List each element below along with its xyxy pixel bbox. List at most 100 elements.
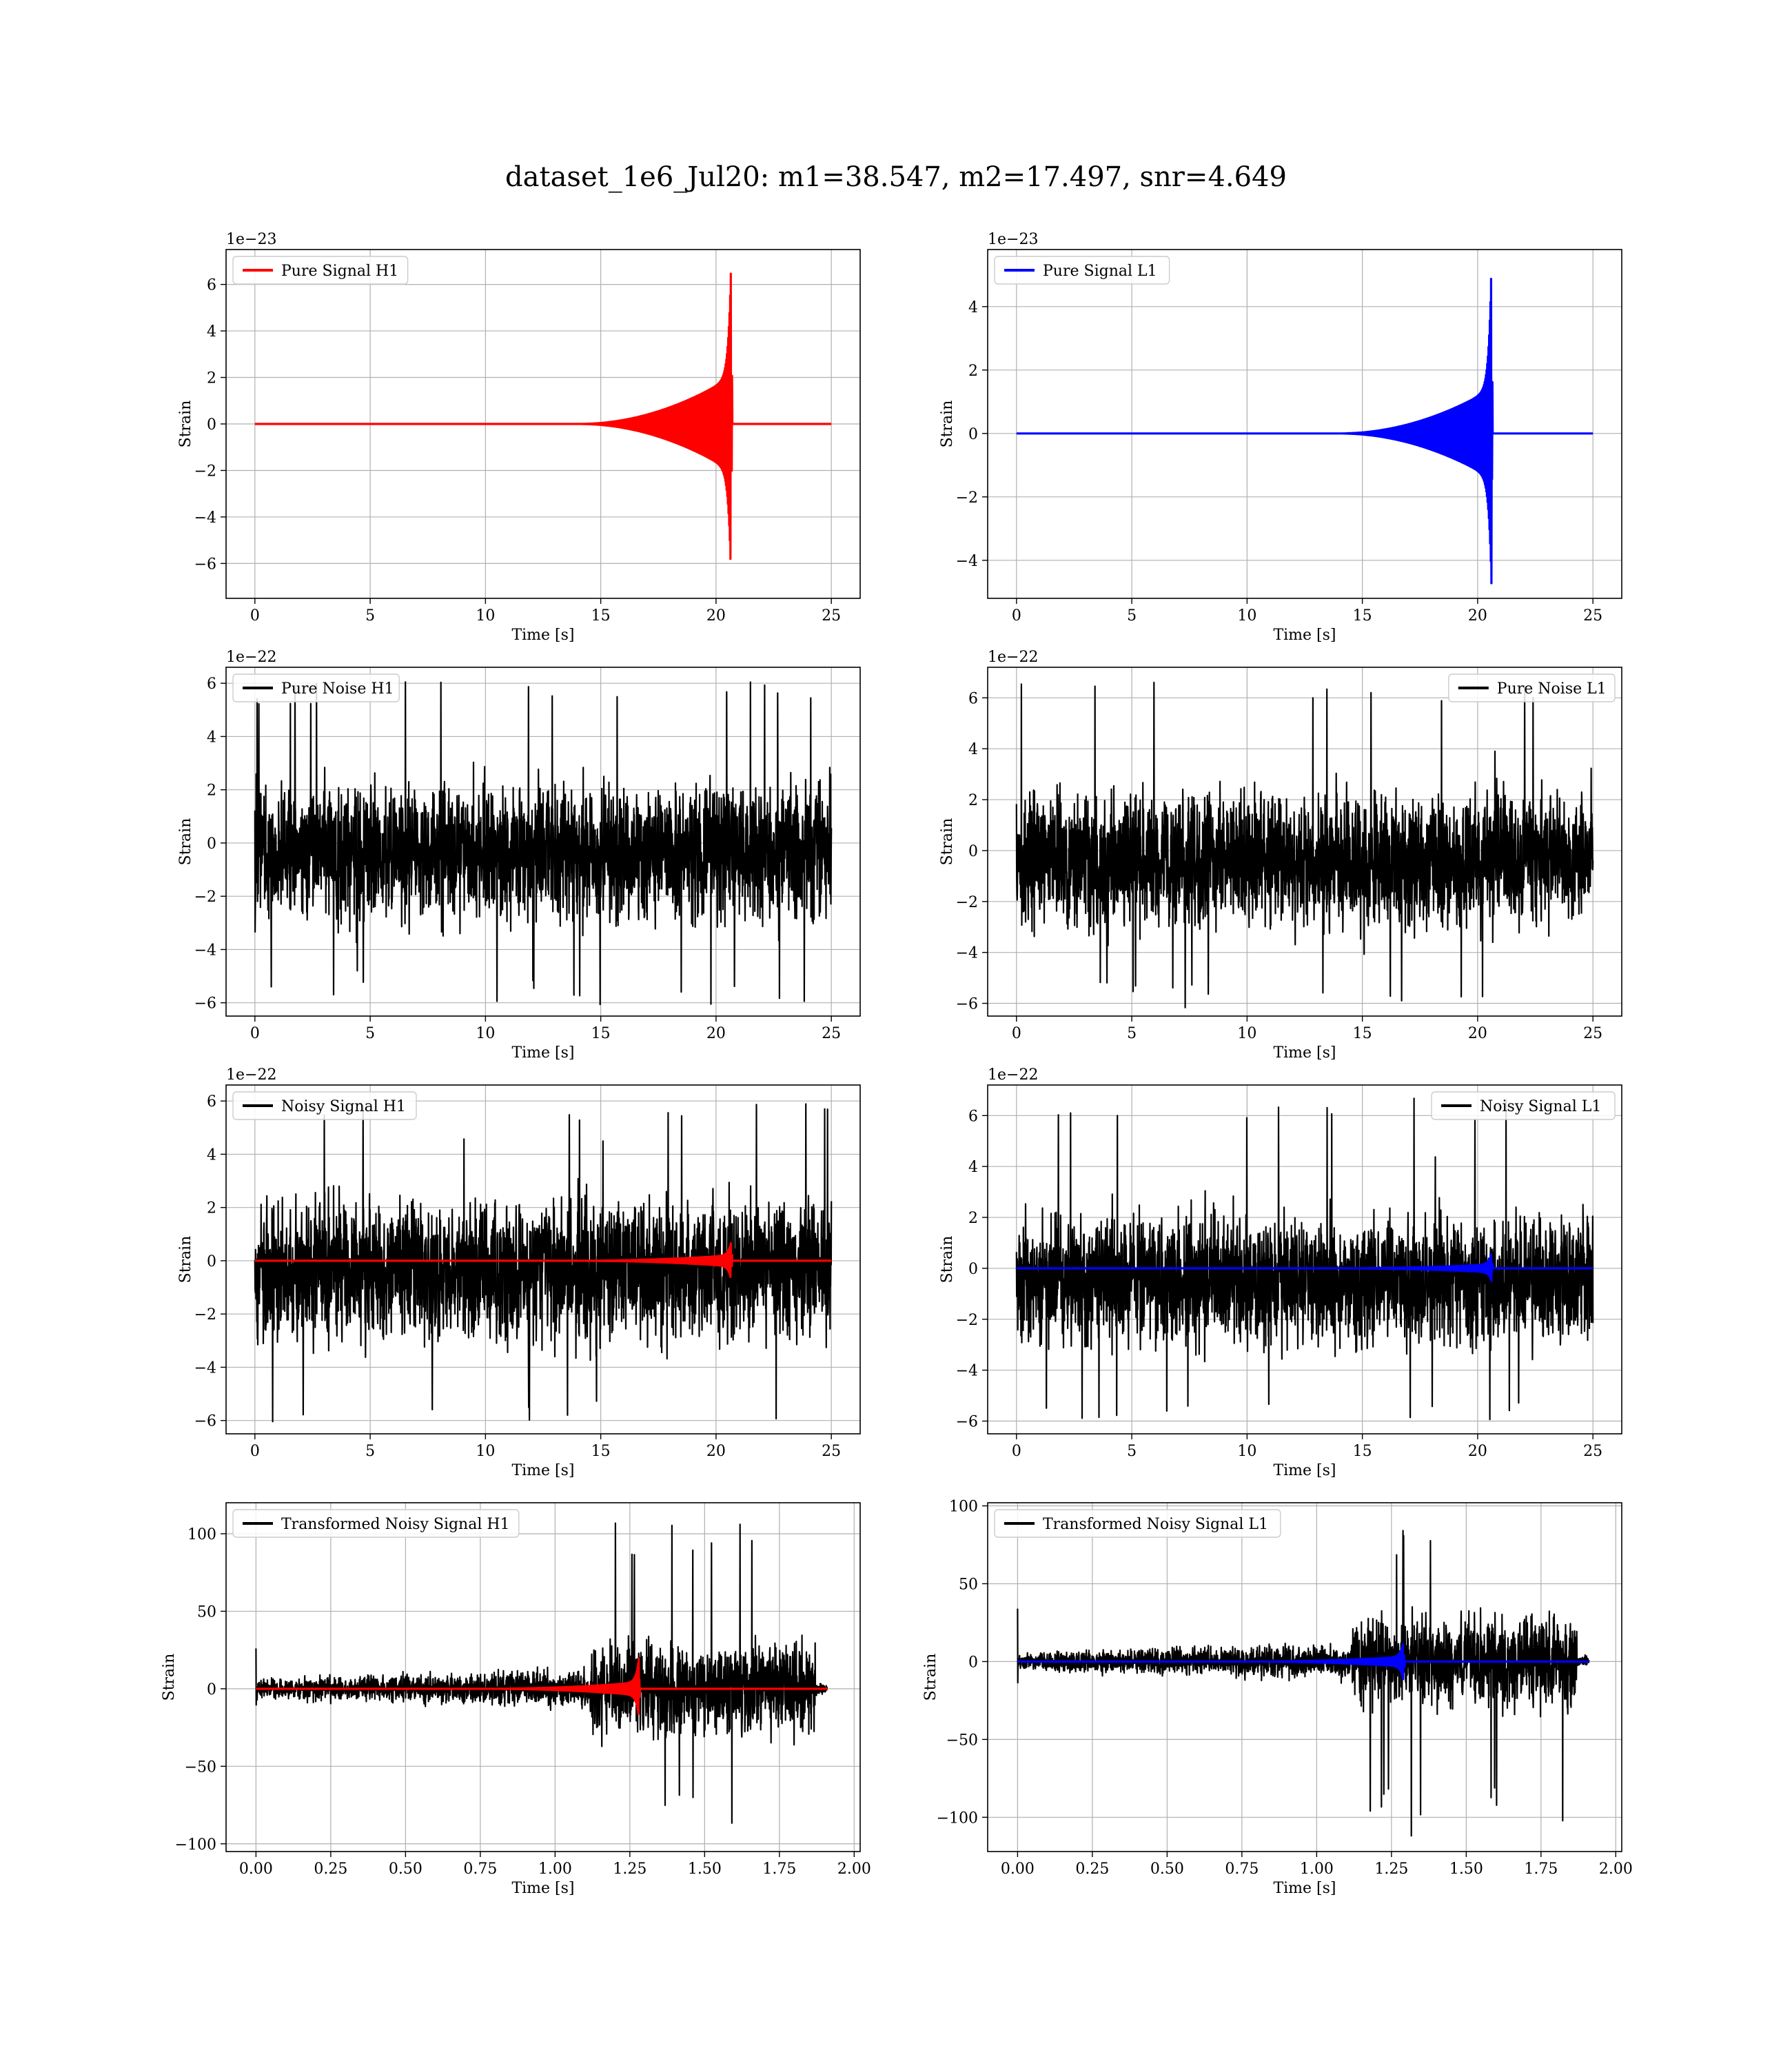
legend-box [994, 256, 1170, 285]
y-tick-label: −6 [194, 556, 216, 573]
x-tick-label: 0 [250, 1025, 260, 1042]
y-axis-label: Strain [177, 818, 194, 866]
series-line-overlay-1 [255, 1657, 828, 1715]
x-tick-label: 2.00 [837, 1861, 871, 1878]
x-axis-label: Time [s] [511, 1880, 574, 1897]
axes-frame [987, 667, 1622, 1017]
x-tick-label: 1.50 [688, 1861, 722, 1878]
y-tick-label: 0 [968, 843, 978, 860]
x-tick-label: 25 [822, 607, 841, 625]
legend-label: Noisy Signal H1 [281, 1098, 406, 1115]
x-tick-label: 5 [1127, 1443, 1137, 1460]
subplot-pure-noise-l1: 0 5 10 15 20 25 −6 −4 −2 0 2 4 6 Time [s] Strain 1e−22 P… [939, 649, 1622, 1062]
subplot-pure-signal-h1: 0 5 10 15 20 25 −6 −4 −2 0 2 4 6 Time [s] Strain 1e−23 P… [177, 231, 861, 644]
x-axis-label: Time [s] [1273, 1880, 1336, 1897]
y-tick-label: 2 [968, 792, 978, 809]
y-tick-label: −50 [185, 1758, 216, 1776]
y-tick-label: 6 [207, 676, 216, 693]
y-tick-label: 6 [968, 1108, 978, 1125]
x-tick-label: 1.50 [1449, 1861, 1483, 1878]
y-axis-label: Strain [939, 401, 956, 448]
y-offset-text: 1e−22 [988, 649, 1038, 666]
y-tick-label: 0 [207, 416, 216, 434]
y-tick-label: −4 [194, 509, 216, 527]
y-tick-label: 50 [197, 1603, 216, 1621]
legend-label: Noisy Signal L1 [1480, 1098, 1601, 1115]
y-tick-label: 6 [968, 690, 978, 707]
y-tick-label: 2 [207, 370, 216, 387]
y-axis-label: Strain [161, 1654, 178, 1701]
y-tick-label: −6 [194, 1413, 216, 1430]
y-offset-text: 1e−22 [988, 1066, 1038, 1084]
legend: Noisy Signal H1 [232, 1091, 417, 1120]
x-tick-label: 0.00 [239, 1861, 273, 1878]
x-tick-label: 25 [822, 1025, 841, 1042]
y-tick-label: 0 [968, 1261, 978, 1278]
series-line-overlay-1 [254, 1242, 833, 1278]
legend-label: Pure Noise L1 [1497, 680, 1607, 698]
x-tick-label: 15 [591, 607, 611, 625]
y-tick-label: −6 [194, 995, 216, 1013]
legend-box [232, 256, 409, 285]
legend-box [232, 673, 400, 702]
y-tick-label: −2 [956, 894, 978, 911]
y-tick-label: 0 [968, 1654, 978, 1671]
x-axis-label: Time [s] [511, 627, 574, 644]
figure-title: dataset_1e6_Jul20: m1=38.547, m2=17.497,… [505, 161, 1287, 193]
x-tick-label: 10 [476, 1025, 495, 1042]
x-tick-label: 10 [1237, 607, 1256, 625]
x-tick-label: 1.00 [538, 1861, 572, 1878]
y-tick-label: 50 [959, 1576, 978, 1593]
x-tick-label: 1.00 [1300, 1861, 1334, 1878]
x-tick-label: 5 [1127, 607, 1137, 625]
axes-frame [987, 1084, 1622, 1435]
y-tick-label: −6 [956, 996, 978, 1013]
subplot-transformed-noisy-signal-l1: 0.00 0.25 0.50 0.75 1.00 1.25 1.50 1.75 2.00 −100… [922, 1499, 1633, 1897]
y-tick-label: 0 [968, 426, 978, 443]
y-axis-label: Strain [922, 1654, 939, 1701]
y-tick-label: 100 [949, 1499, 978, 1516]
y-tick-label: −4 [956, 553, 978, 570]
y-axis-label: Strain [939, 1236, 956, 1284]
x-tick-label: 10 [1237, 1443, 1256, 1460]
y-tick-label: −100 [937, 1810, 978, 1827]
x-tick-label: 5 [1127, 1025, 1137, 1042]
x-tick-label: 0.25 [1075, 1861, 1109, 1878]
subplot-transformed-noisy-signal-h1: 0.00 0.25 0.50 0.75 1.00 1.25 1.50 1.75 2.00 −100… [161, 1502, 871, 1897]
subplot-noisy-signal-h1: 0 5 10 15 20 25 −6 −4 −2 0 2 4 6 Time [s] Strain 1e−22 N… [177, 1066, 861, 1479]
x-tick-label: 5 [365, 1025, 375, 1042]
x-tick-label: 20 [706, 1025, 726, 1042]
legend-label: Transformed Noisy Signal H1 [281, 1516, 510, 1533]
y-tick-label: −2 [194, 1306, 216, 1324]
y-tick-label: −4 [956, 1363, 978, 1380]
y-tick-label: −100 [175, 1836, 216, 1854]
x-tick-label: 0.50 [1150, 1861, 1184, 1878]
legend-box [994, 1509, 1281, 1538]
series-line-transformed-noisy-signal-l1 [1017, 1530, 1590, 1837]
x-tick-label: 0.75 [1225, 1861, 1259, 1878]
legend: Pure Signal H1 [232, 256, 409, 285]
series-line-noisy-signal-l1 [1015, 1097, 1594, 1421]
x-tick-label: 20 [706, 607, 726, 625]
y-tick-label: −4 [194, 942, 216, 959]
x-axis-label: Time [s] [511, 1462, 574, 1479]
y-tick-label: −4 [956, 945, 978, 962]
x-tick-label: 10 [476, 1443, 495, 1460]
y-offset-text: 1e−22 [226, 649, 276, 666]
x-tick-label: 20 [1468, 1025, 1487, 1042]
x-tick-label: 2.00 [1599, 1861, 1633, 1878]
x-tick-label: 20 [1468, 607, 1487, 625]
series-line-overlay-1 [1017, 1643, 1590, 1681]
axes-frame [987, 249, 1622, 599]
y-tick-label: 6 [207, 277, 216, 294]
y-tick-label: 2 [207, 782, 216, 800]
x-tick-label: 20 [706, 1443, 726, 1460]
y-tick-label: 0 [207, 1253, 216, 1270]
series-line-noisy-signal-h1 [254, 1103, 833, 1423]
axes-frame [987, 1502, 1622, 1852]
y-tick-label: 4 [968, 299, 978, 316]
x-tick-label: 25 [822, 1443, 841, 1460]
y-tick-label: −2 [194, 889, 216, 906]
